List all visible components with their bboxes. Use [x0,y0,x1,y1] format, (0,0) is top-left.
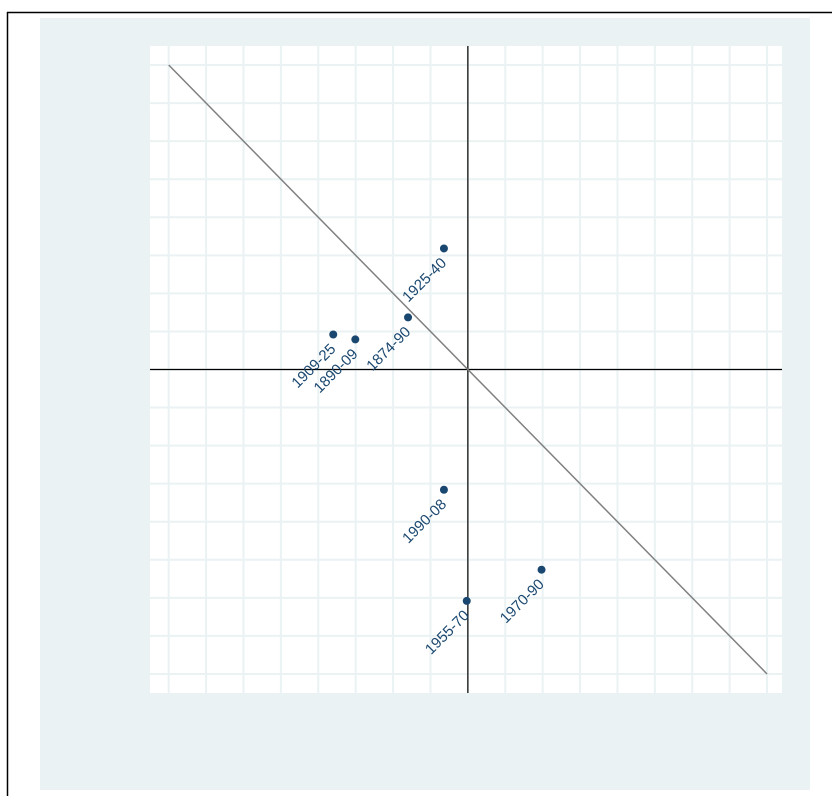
reference-line [168,64,768,675]
grid [150,46,782,693]
point [329,330,338,339]
point [404,313,413,322]
point [439,244,448,253]
point [537,565,546,574]
point [439,485,448,494]
point [351,335,360,344]
point [462,596,471,605]
